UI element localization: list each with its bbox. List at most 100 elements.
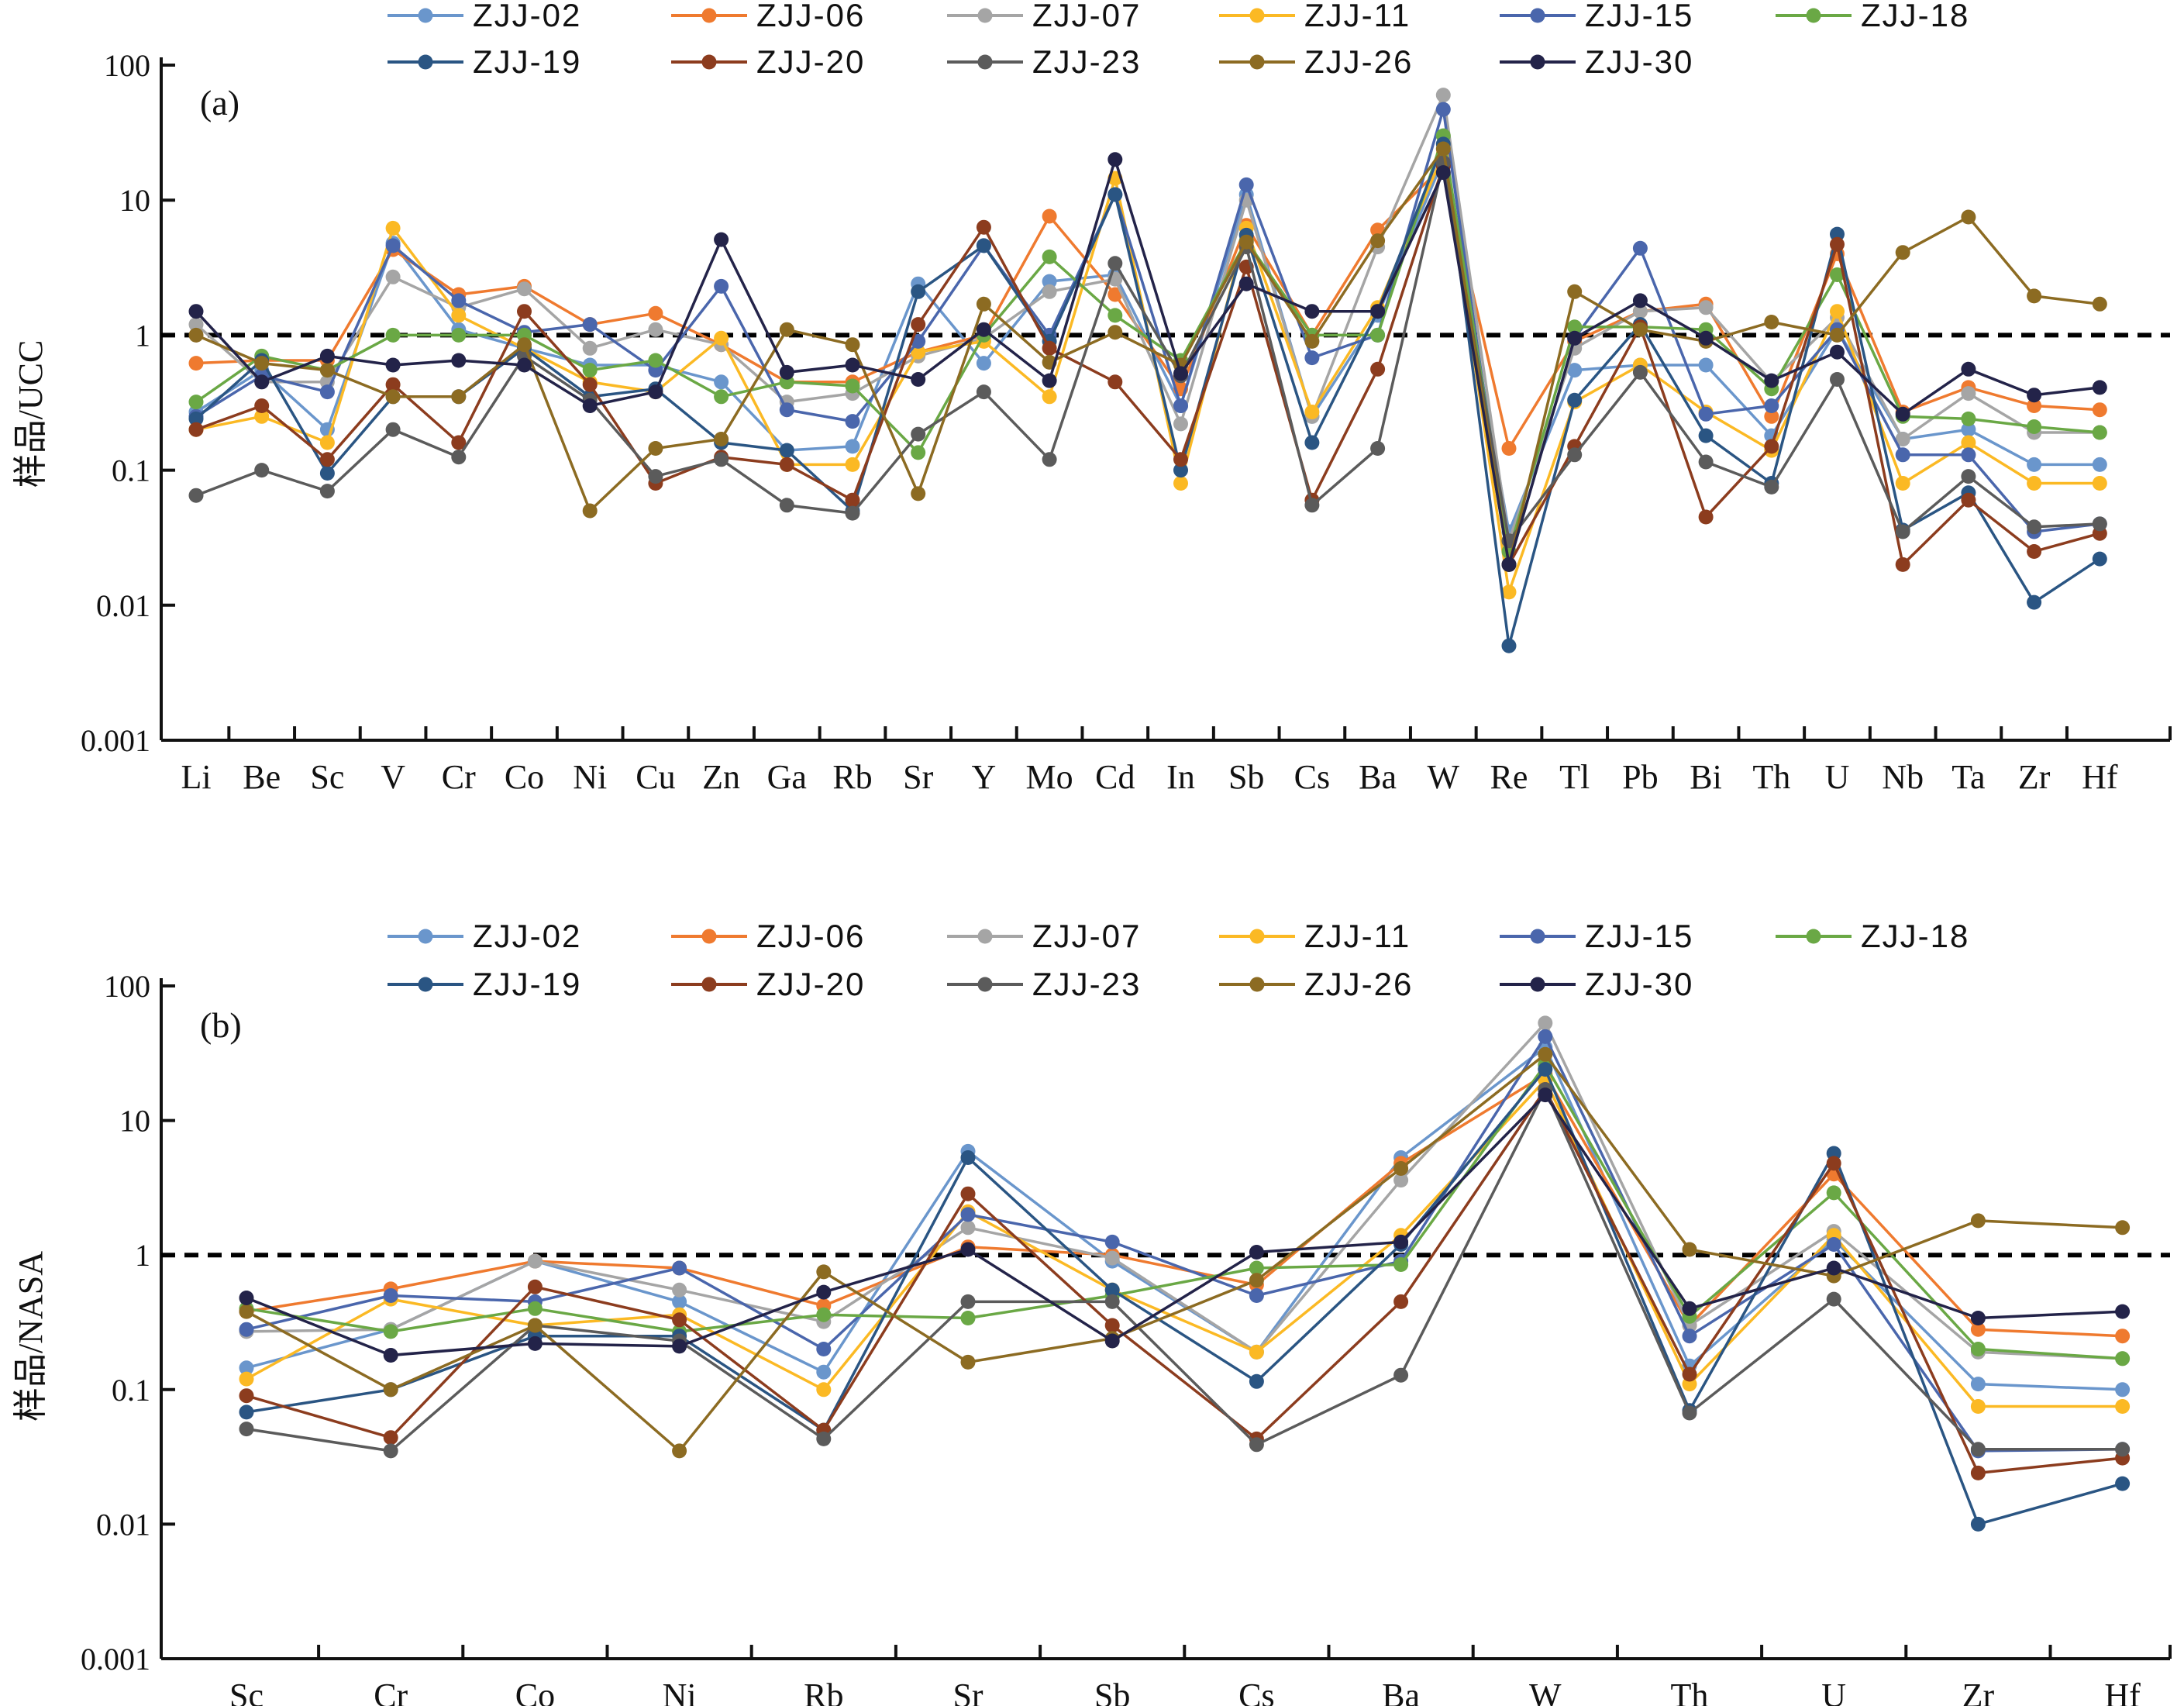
x-tick-label: Zr bbox=[1962, 1677, 1995, 1706]
panel-label: (a) bbox=[200, 83, 239, 122]
data-point bbox=[1393, 1294, 1409, 1309]
data-point bbox=[582, 340, 598, 356]
data-point bbox=[383, 1382, 398, 1398]
data-point bbox=[1970, 1442, 1986, 1457]
legend-label: ZJJ-30 bbox=[1585, 43, 1693, 80]
x-tick-label: Ga bbox=[767, 758, 807, 796]
data-point bbox=[911, 284, 926, 299]
data-point bbox=[385, 377, 401, 392]
y-tick-label: 100 bbox=[104, 969, 150, 1004]
data-point bbox=[845, 357, 860, 373]
x-tick-label: Cd bbox=[1095, 758, 1135, 796]
series-line bbox=[246, 1022, 2123, 1360]
data-point bbox=[1042, 274, 1057, 289]
data-point bbox=[1970, 1342, 1986, 1356]
data-point bbox=[911, 426, 926, 442]
data-point bbox=[648, 322, 663, 337]
x-tick-label: Sc bbox=[229, 1677, 264, 1706]
data-point bbox=[779, 457, 794, 472]
x-tick-label: Mo bbox=[1026, 758, 1073, 796]
data-point bbox=[1764, 315, 1779, 329]
data-point bbox=[1961, 447, 1976, 463]
data-point bbox=[2027, 288, 2042, 304]
data-point bbox=[239, 1422, 254, 1437]
data-point bbox=[1970, 1516, 1986, 1532]
data-point bbox=[451, 435, 467, 450]
y-tick-label: 0.01 bbox=[96, 1507, 150, 1542]
series-line bbox=[195, 152, 2100, 594]
data-point bbox=[816, 1431, 832, 1446]
data-point bbox=[816, 1364, 832, 1380]
data-point bbox=[1104, 1333, 1120, 1349]
data-point bbox=[1698, 330, 1714, 346]
data-point bbox=[2092, 457, 2107, 472]
series-ZJJ-20 bbox=[188, 158, 2107, 572]
data-point bbox=[319, 384, 335, 400]
data-point bbox=[1173, 476, 1188, 491]
chart-panel-b: 0.001 0.01 0.1 1 10 100 Sc Cr Co Ni Rb Sr Sb Cs Ba W Th U… bbox=[12, 918, 2172, 1706]
data-point bbox=[1682, 1329, 1697, 1344]
x-tick-label: Co bbox=[515, 1677, 555, 1706]
data-point bbox=[1961, 411, 1976, 426]
x-tick-label: W bbox=[1428, 758, 1460, 796]
data-point bbox=[714, 452, 729, 467]
data-point bbox=[1830, 372, 1845, 387]
y-tick-label: 0.1 bbox=[112, 453, 150, 488]
x-tick-label: Cu bbox=[636, 758, 675, 796]
x-tick-label: Tl bbox=[1559, 758, 1590, 796]
data-point bbox=[1304, 498, 1320, 513]
x-tick-label: Sb bbox=[1228, 758, 1264, 796]
data-point bbox=[1104, 1282, 1120, 1298]
data-point bbox=[2115, 1329, 2131, 1344]
data-point bbox=[1173, 416, 1188, 432]
data-point bbox=[319, 484, 335, 499]
x-tick-label: Rb bbox=[804, 1677, 843, 1706]
x-tick-label: Th bbox=[1752, 758, 1790, 796]
data-point bbox=[816, 1264, 832, 1280]
legend-marker bbox=[701, 54, 717, 70]
x-tick-label: Hf bbox=[2082, 758, 2118, 796]
legend-marker bbox=[418, 929, 433, 944]
data-point bbox=[1764, 439, 1779, 454]
data-point bbox=[451, 353, 467, 368]
legend-label: ZJJ-15 bbox=[1585, 0, 1693, 33]
x-tick-label: In bbox=[1166, 758, 1195, 796]
y-tick-label: 10 bbox=[119, 183, 150, 218]
data-point bbox=[517, 281, 532, 297]
legend-marker bbox=[1806, 8, 1821, 23]
legend-label: ZJJ-26 bbox=[1304, 966, 1413, 1002]
legend-item: ZJJ-19 bbox=[388, 43, 580, 80]
data-point bbox=[2027, 519, 2042, 535]
y-tick-label: 10 bbox=[119, 1104, 150, 1139]
data-point bbox=[2027, 398, 2042, 413]
data-point bbox=[1764, 373, 1779, 388]
data-point bbox=[1435, 165, 1451, 181]
x-tick-label: Sr bbox=[903, 758, 933, 796]
data-point bbox=[1682, 1301, 1697, 1316]
data-point bbox=[1249, 1245, 1264, 1260]
data-point bbox=[1108, 308, 1123, 323]
data-point bbox=[254, 374, 270, 390]
data-point bbox=[779, 443, 794, 458]
data-point bbox=[1435, 88, 1451, 103]
data-point bbox=[239, 1371, 254, 1387]
legend-label: ZJJ-11 bbox=[1304, 0, 1411, 33]
data-point bbox=[1895, 557, 1910, 572]
data-point bbox=[960, 1354, 976, 1370]
data-point bbox=[1682, 1367, 1697, 1382]
data-point bbox=[1826, 1291, 1841, 1307]
data-point bbox=[517, 304, 532, 319]
legend-item: ZJJ-15 bbox=[1500, 0, 1693, 33]
data-point bbox=[319, 466, 335, 481]
x-tick-label: Be bbox=[243, 758, 281, 796]
data-point bbox=[1567, 363, 1583, 378]
legend-marker bbox=[977, 929, 993, 944]
data-point bbox=[1961, 386, 1976, 402]
data-point bbox=[1042, 389, 1057, 405]
legend-item: ZJJ-07 bbox=[947, 918, 1139, 954]
data-point bbox=[1961, 435, 1976, 450]
x-tick-label: Pb bbox=[1622, 758, 1658, 796]
data-point bbox=[385, 269, 401, 284]
data-point bbox=[383, 1288, 398, 1303]
y-axis-title: 样品/NASA bbox=[12, 1251, 50, 1422]
